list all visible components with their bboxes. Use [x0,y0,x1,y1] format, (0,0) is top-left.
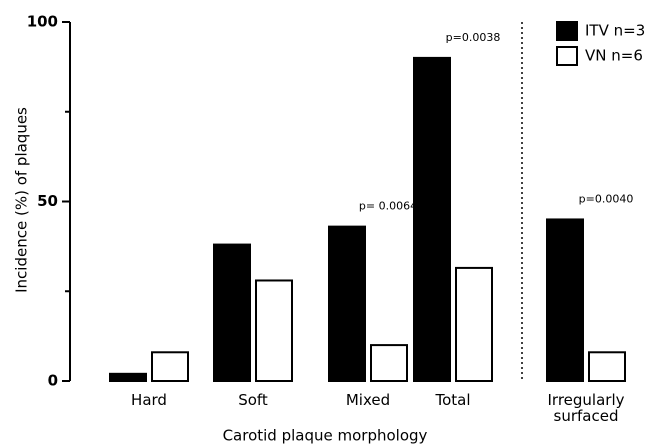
bar [109,372,147,383]
legend-label: ITV n=3 [585,22,645,40]
x-tick-label: Total [434,391,470,409]
y-axis-label: Incidence (%) of plaques [13,107,31,293]
x-tick-label: Soft [238,391,268,409]
annotation: p=0.0038 [446,31,501,44]
x-axis-label: Carotid plaque morphology [223,427,428,445]
bar [151,351,189,382]
bar [588,351,626,382]
x-tick-label: Irregularly surfaced [548,391,625,425]
bar [370,344,408,383]
y-tick-label: 50 [37,192,58,210]
bar [213,243,251,382]
bar [546,218,584,382]
bar [455,266,493,383]
legend-swatch [556,46,578,66]
x-tick-label: Mixed [346,391,390,409]
bar [328,225,366,382]
legend-label: VN n=6 [585,47,643,65]
y-tick-label: 0 [48,372,58,390]
x-tick-label: Hard [131,391,167,409]
legend-swatch [556,21,578,41]
bar [413,56,451,383]
annotation: p=0.0040 [579,192,634,205]
annotation: p= 0.0064 [359,200,417,213]
y-tick-label: 100 [27,13,58,31]
bar [255,279,293,383]
